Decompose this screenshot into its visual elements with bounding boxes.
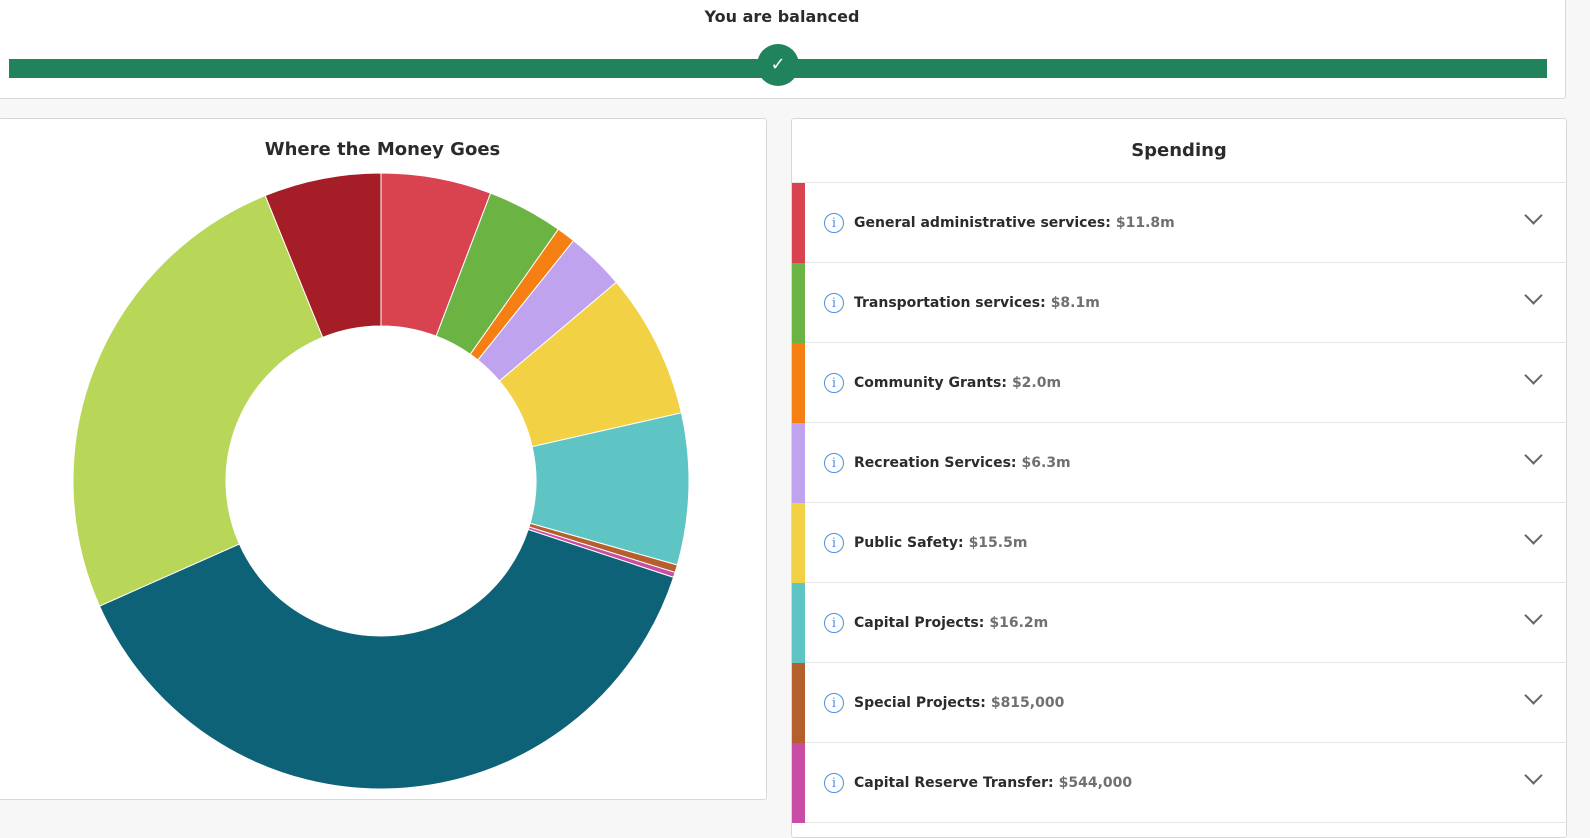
chevron-down-icon[interactable] (1524, 206, 1543, 225)
info-icon[interactable]: i (824, 612, 844, 633)
info-icon[interactable]: i (824, 772, 844, 793)
spending-panel: Spending i General administrative servic… (791, 118, 1567, 838)
item-label: Community Grants: (854, 374, 1007, 391)
donut-chart (72, 172, 690, 790)
item-value: $544,000 (1058, 774, 1133, 791)
item-label: Recreation Services: (854, 454, 1017, 471)
spending-item[interactable]: i Special Projects: $815,000 (792, 663, 1566, 743)
info-icon[interactable]: i (824, 452, 844, 473)
info-icon[interactable]: i (824, 692, 844, 713)
spending-item[interactable]: i Recreation Services: $6.3m (792, 423, 1566, 503)
item-label: Capital Reserve Transfer: (854, 774, 1054, 791)
chevron-down-icon[interactable] (1524, 446, 1543, 465)
info-icon[interactable]: i (824, 212, 844, 233)
spending-item[interactable]: i General administrative services: $11.8… (792, 183, 1566, 263)
spending-item[interactable]: i Public Safety: $15.5m (792, 503, 1566, 583)
item-value: $11.8m (1115, 214, 1175, 231)
chart-panel: Where the Money Goes (0, 118, 767, 800)
item-value: $6.3m (1021, 454, 1071, 471)
chevron-down-icon[interactable] (1524, 286, 1543, 305)
color-swatch (792, 423, 805, 503)
check-icon: ✓ (757, 44, 799, 86)
spending-item[interactable]: i Capital Reserve Transfer: $544,000 (792, 743, 1566, 823)
item-value: $815,000 (990, 694, 1065, 711)
color-swatch (792, 663, 805, 743)
color-swatch (792, 183, 805, 263)
color-swatch (792, 583, 805, 663)
chart-title: Where the Money Goes (264, 139, 501, 160)
spending-item[interactable]: i Community Grants: $2.0m (792, 343, 1566, 423)
chevron-down-icon[interactable] (1524, 766, 1543, 785)
item-label: Transportation services: (854, 294, 1046, 311)
spending-item[interactable]: i Transportation services: $8.1m (792, 263, 1566, 343)
color-swatch (792, 503, 805, 583)
donut-slice[interactable] (98, 528, 675, 790)
chevron-down-icon[interactable] (1524, 526, 1543, 545)
item-value: $16.2m (989, 614, 1049, 631)
color-swatch (792, 743, 805, 823)
item-label: Capital Projects: (854, 614, 985, 631)
chevron-down-icon[interactable] (1524, 366, 1543, 385)
item-label: Special Projects: (854, 694, 986, 711)
chevron-down-icon[interactable] (1524, 686, 1543, 705)
item-label: Public Safety: (854, 534, 964, 551)
item-label: General administrative services: (854, 214, 1111, 231)
item-value: $2.0m (1011, 374, 1062, 391)
donut-slice[interactable] (72, 194, 324, 607)
color-swatch (792, 263, 805, 343)
info-icon[interactable]: i (824, 292, 844, 313)
balance-status: You are balanced (704, 7, 860, 26)
info-icon[interactable]: i (824, 372, 844, 393)
spending-item[interactable]: i Capital Projects: $16.2m (792, 583, 1566, 663)
color-swatch (792, 343, 805, 423)
item-value: $8.1m (1050, 294, 1100, 311)
chevron-down-icon[interactable] (1524, 606, 1543, 625)
spending-title: Spending (792, 119, 1566, 183)
info-icon[interactable]: i (824, 532, 844, 553)
balance-panel: You are balanced ✓ (0, 0, 1566, 99)
item-value: $15.5m (968, 534, 1028, 551)
donut-slice[interactable] (264, 172, 382, 339)
